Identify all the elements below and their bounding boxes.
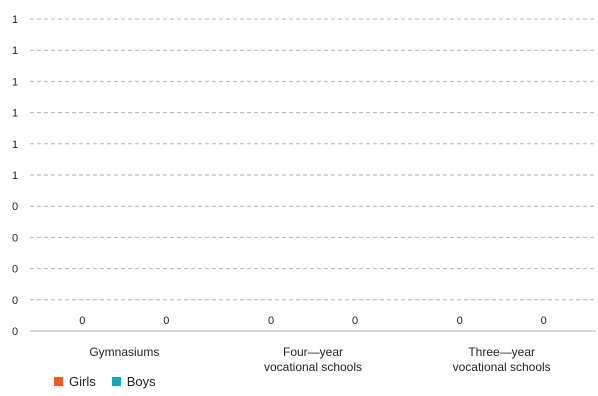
y-tick-label: 1 bbox=[12, 14, 18, 26]
legend-item-girls[interactable]: Girls bbox=[54, 374, 96, 389]
y-axis-ticks: 0 0 0 0 0 1 1 1 1 1 1 bbox=[12, 14, 18, 338]
y-tick-label: 1 bbox=[12, 76, 18, 88]
gridlines bbox=[30, 18, 596, 332]
data-label: 0 bbox=[457, 315, 463, 327]
data-labels: 0 0 0 0 0 0 bbox=[79, 315, 546, 327]
y-tick-label: 1 bbox=[12, 108, 18, 120]
legend-label-boys: Boys bbox=[126, 374, 156, 389]
y-tick-label: 1 bbox=[12, 139, 18, 151]
y-tick-label: 0 bbox=[12, 201, 18, 213]
legend-swatch-boys bbox=[111, 377, 121, 386]
category-label: vocational schools bbox=[264, 360, 362, 374]
y-tick-label: 0 bbox=[12, 232, 18, 244]
y-tick-label: 0 bbox=[12, 264, 18, 276]
data-label: 0 bbox=[268, 315, 274, 327]
category-label: Three—year bbox=[468, 345, 535, 359]
y-tick-label: 0 bbox=[12, 295, 18, 307]
category-label: Gymnasiums bbox=[89, 345, 159, 359]
category-label: vocational schools bbox=[453, 360, 551, 374]
legend: Girls Boys bbox=[54, 374, 156, 389]
y-tick-label: 1 bbox=[12, 45, 18, 57]
data-label: 0 bbox=[541, 315, 547, 327]
legend-swatch-girls bbox=[54, 377, 63, 386]
legend-label-girls: Girls bbox=[69, 374, 96, 389]
data-label: 0 bbox=[352, 315, 358, 327]
data-label: 0 bbox=[79, 315, 85, 327]
category-label: Four—year bbox=[283, 345, 343, 359]
legend-item-boys[interactable]: Boys bbox=[111, 374, 156, 389]
data-label: 0 bbox=[163, 315, 169, 327]
y-tick-label: 0 bbox=[12, 326, 18, 338]
y-tick-label: 1 bbox=[12, 170, 18, 182]
